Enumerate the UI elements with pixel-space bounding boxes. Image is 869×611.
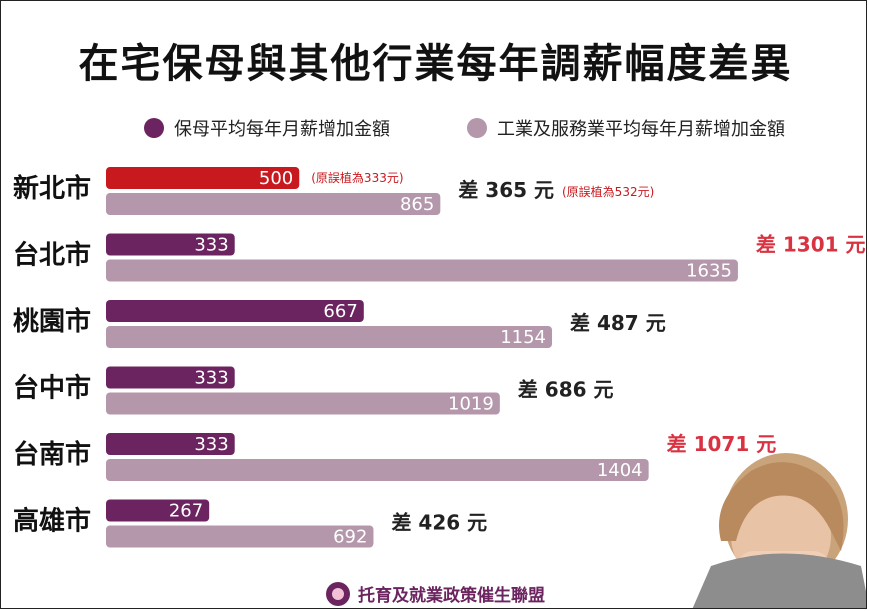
org-logo-icon xyxy=(326,581,350,606)
footer: 托育及就業政策催生聯盟 xyxy=(1,581,866,606)
category-label: 台南市 xyxy=(13,439,91,470)
industry-value-label: 692 xyxy=(333,527,367,548)
nanny-correction-note: (原誤植為333元) xyxy=(311,170,403,185)
industry-bar xyxy=(106,326,553,348)
legend-swatch-industry xyxy=(467,118,487,138)
nanny-value-label: 667 xyxy=(323,301,357,322)
difference-correction-note: (原誤植為532元) xyxy=(562,184,654,199)
legend-swatch-nanny xyxy=(144,118,164,138)
legend-item-nanny: 保母平均每年月薪增加金額 xyxy=(144,115,390,141)
difference-label: 差 426 元 xyxy=(391,511,487,535)
nanny-value-label: 267 xyxy=(169,501,203,522)
category-label: 台北市 xyxy=(13,240,91,271)
legend-label-nanny: 保母平均每年月薪增加金額 xyxy=(174,119,390,140)
nanny-value-label: 500 xyxy=(259,168,293,189)
nanny-bar xyxy=(106,433,235,455)
industry-bar xyxy=(106,525,374,548)
legend-label-industry: 工業及服務業平均每年月薪增加金額 xyxy=(497,119,785,140)
category-label: 桃園市 xyxy=(13,306,91,337)
industry-value-label: 1404 xyxy=(597,460,643,481)
difference-label: 差 1071 元 xyxy=(667,432,777,456)
footer-org-name: 托育及就業政策催生聯盟 xyxy=(358,586,545,606)
industry-value-label: 865 xyxy=(400,194,434,215)
industry-bar xyxy=(106,193,441,215)
difference-label: 差 487 元 xyxy=(570,311,666,335)
chart-title: 在宅保母與其他行業每年調薪幅度差異 xyxy=(78,41,793,87)
industry-value-label: 1154 xyxy=(500,327,546,348)
category-label: 台中市 xyxy=(13,373,91,404)
industry-value-label: 1019 xyxy=(448,394,494,415)
nanny-bar xyxy=(106,366,235,389)
category-label: 高雄市 xyxy=(13,506,91,537)
difference-label: 差 365 元 xyxy=(458,178,554,202)
difference-label: 差 1301 元 xyxy=(756,233,866,257)
nanny-value-label: 333 xyxy=(194,368,228,389)
nanny-bar xyxy=(106,499,210,522)
nanny-bar xyxy=(106,233,235,256)
industry-value-label: 1635 xyxy=(686,261,732,282)
difference-label: 差 686 元 xyxy=(518,378,614,402)
nanny-value-label: 333 xyxy=(194,434,228,455)
industry-bar xyxy=(106,259,738,282)
nanny-bar xyxy=(106,167,300,189)
industry-bar xyxy=(106,392,500,415)
nanny-bar xyxy=(106,300,364,322)
category-label: 新北市 xyxy=(13,173,91,204)
legend-item-industry: 工業及服務業平均每年月薪增加金額 xyxy=(467,115,785,141)
distressed-woman-photo xyxy=(691,441,866,608)
industry-bar xyxy=(106,459,649,481)
nanny-value-label: 333 xyxy=(194,235,228,256)
